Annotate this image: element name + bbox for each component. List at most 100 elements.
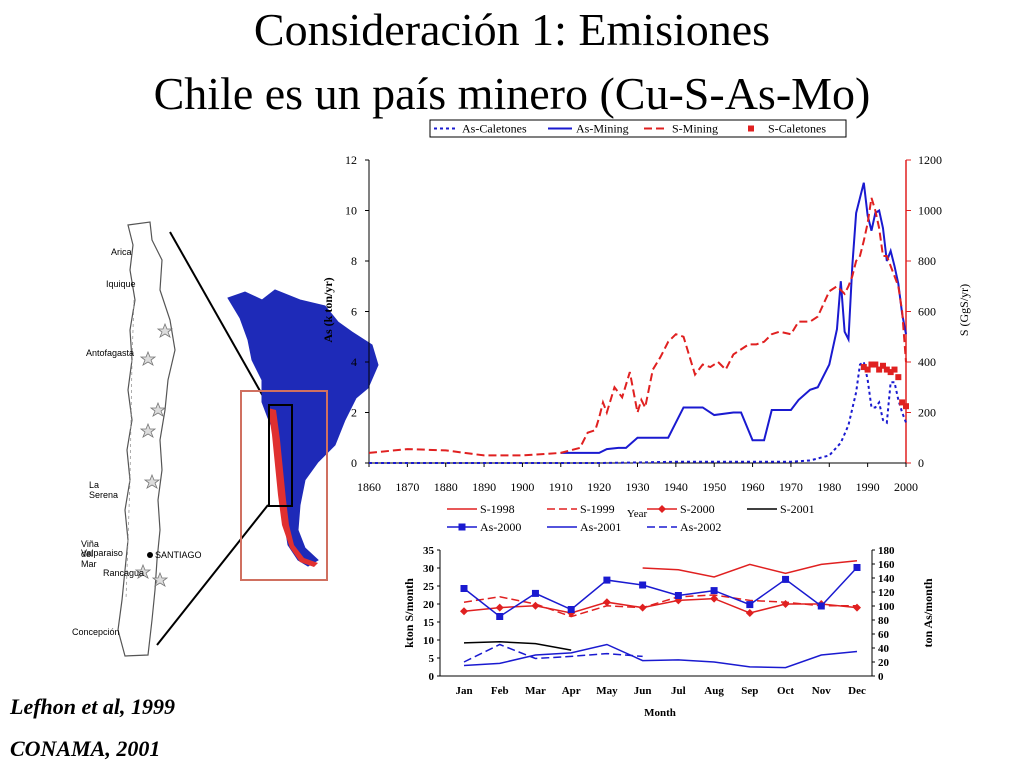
y-tick-label: 20 — [423, 599, 435, 611]
data-point-as-2000 — [782, 575, 790, 583]
x-tick-label: 1920 — [587, 480, 611, 494]
data-point-s-caletones — [864, 366, 871, 373]
y-tick-label: 8 — [351, 254, 357, 268]
data-point-s-2000 — [745, 609, 754, 617]
series-line-s-mining — [368, 197, 907, 457]
x-tick-label: May — [596, 685, 618, 697]
series-line-s-1998 — [642, 560, 858, 578]
y2-tick-label: 60 — [878, 629, 890, 641]
y-tick-label: 35 — [423, 545, 435, 557]
map-stars — [134, 322, 174, 587]
data-point-as-2000 — [639, 581, 647, 589]
city-valparaiso: Valparaiso — [81, 548, 123, 558]
map-outer-frame — [240, 390, 328, 581]
y2-axis-label: S (GgS/yr) — [957, 284, 971, 336]
y-tick-label: 4 — [351, 355, 357, 369]
data-point-s-2000 — [817, 600, 826, 608]
city-iquique: Iquique — [106, 279, 136, 289]
map-zoom-box — [268, 404, 293, 507]
series-line-as-2002 — [463, 643, 643, 663]
x-tick-label: 1890 — [472, 480, 496, 494]
x-tick-label: Aug — [704, 685, 724, 697]
y2-tick-label: 120 — [878, 587, 895, 599]
data-point-as-2000 — [817, 602, 825, 610]
legend-label: S-1998 — [480, 502, 515, 516]
data-point-s-caletones — [891, 366, 898, 373]
city-concepcion: Concepción — [72, 627, 120, 637]
city-rancagua: Rancagua — [103, 568, 145, 578]
data-point-s-caletones — [887, 369, 894, 376]
data-point-s-2000 — [567, 609, 576, 617]
y2-tick-label: 20 — [878, 657, 890, 669]
data-point-as-2000 — [531, 589, 539, 597]
x-axis-label: Year — [627, 508, 648, 520]
y-tick-label: 6 — [351, 305, 357, 319]
y2-tick-label: 0 — [918, 456, 924, 470]
y-tick-label: 0 — [429, 671, 435, 683]
citation-conama: CONAMA, 2001 — [10, 736, 161, 761]
x-tick-label: Apr — [562, 685, 581, 697]
x-tick-label: Sep — [741, 685, 758, 697]
x-tick-label: 1970 — [779, 480, 803, 494]
map-city-labels: Arica Iquique Antofagasta La Serena Viña… — [0, 0, 202, 637]
legend-swatch — [748, 125, 754, 132]
series-line-as-2001 — [463, 643, 858, 669]
y-tick-label: 5 — [429, 653, 435, 665]
data-point-s-caletones — [868, 361, 875, 368]
data-point-as-2000 — [746, 601, 754, 609]
data-point-s-2000 — [674, 596, 683, 605]
x-tick-label: 1860 — [357, 480, 381, 494]
city-vina-del-mar: Viña del Mar — [81, 539, 99, 569]
x-tick-label: 1930 — [626, 480, 650, 494]
slide-title-line1: Consideración 1: Emisiones — [253, 4, 771, 55]
series-line-as-mining — [560, 182, 907, 454]
slide-title-line2: Chile es un país minero (Cu-S-As-Mo) — [153, 68, 871, 119]
y-tick-label: 0 — [351, 456, 357, 470]
x-tick-label: Nov — [812, 685, 831, 697]
data-point-s-caletones — [879, 362, 886, 369]
series-line-as-2000 — [463, 566, 858, 618]
data-point-s-caletones — [899, 399, 906, 406]
x-tick-label: Jul — [671, 685, 686, 697]
y2-tick-label: 180 — [878, 545, 895, 557]
data-point-s-caletones — [903, 403, 909, 410]
series-line-as-caletones — [369, 360, 907, 464]
data-point-as-2000 — [567, 606, 575, 613]
legend-label: As-2000 — [480, 520, 521, 534]
y-tick-label: 12 — [345, 153, 357, 167]
x-tick-label: 2000 — [894, 480, 918, 494]
legend-label: As-2001 — [580, 520, 621, 534]
y2-tick-label: 100 — [878, 601, 895, 613]
legend-label: As-Mining — [576, 122, 629, 136]
x-tick-label: 1940 — [664, 480, 688, 494]
data-point-as-2000 — [710, 587, 718, 595]
x-tick-label: Jun — [634, 685, 652, 697]
city-la-serena: La Serena — [89, 480, 119, 500]
data-point-s-2000 — [638, 603, 647, 612]
legend-box — [429, 119, 847, 138]
data-point-s-2000 — [602, 598, 611, 607]
data-point-s-caletones — [872, 361, 879, 368]
y-tick-label: 30 — [423, 563, 435, 575]
y2-tick-label: 600 — [918, 305, 936, 319]
x-tick-label: 1980 — [817, 480, 841, 494]
chile-red-strip — [268, 408, 318, 567]
data-point-as-2000 — [603, 576, 611, 584]
y2-tick-label: 800 — [918, 254, 936, 268]
x-tick-label: 1960 — [741, 480, 765, 494]
data-point-as-2000 — [496, 613, 504, 620]
data-point-s-2000 — [853, 603, 861, 612]
y-axis-label: kton S/month — [402, 578, 416, 648]
legend-label: S-1999 — [580, 502, 615, 516]
legend-label: S-2000 — [680, 502, 715, 516]
data-point-s-caletones — [895, 374, 902, 381]
legend-label: As-2002 — [680, 520, 721, 534]
data-point-s-2000 — [460, 607, 468, 616]
y2-tick-label: 80 — [878, 615, 890, 627]
data-point-as-2000 — [853, 564, 861, 571]
data-point-s-caletones — [883, 366, 890, 373]
x-tick-label: 1880 — [434, 480, 458, 494]
legend-label: S-Caletones — [768, 122, 826, 136]
y2-tick-label: 140 — [878, 573, 895, 585]
x-tick-label: Mar — [525, 685, 546, 697]
